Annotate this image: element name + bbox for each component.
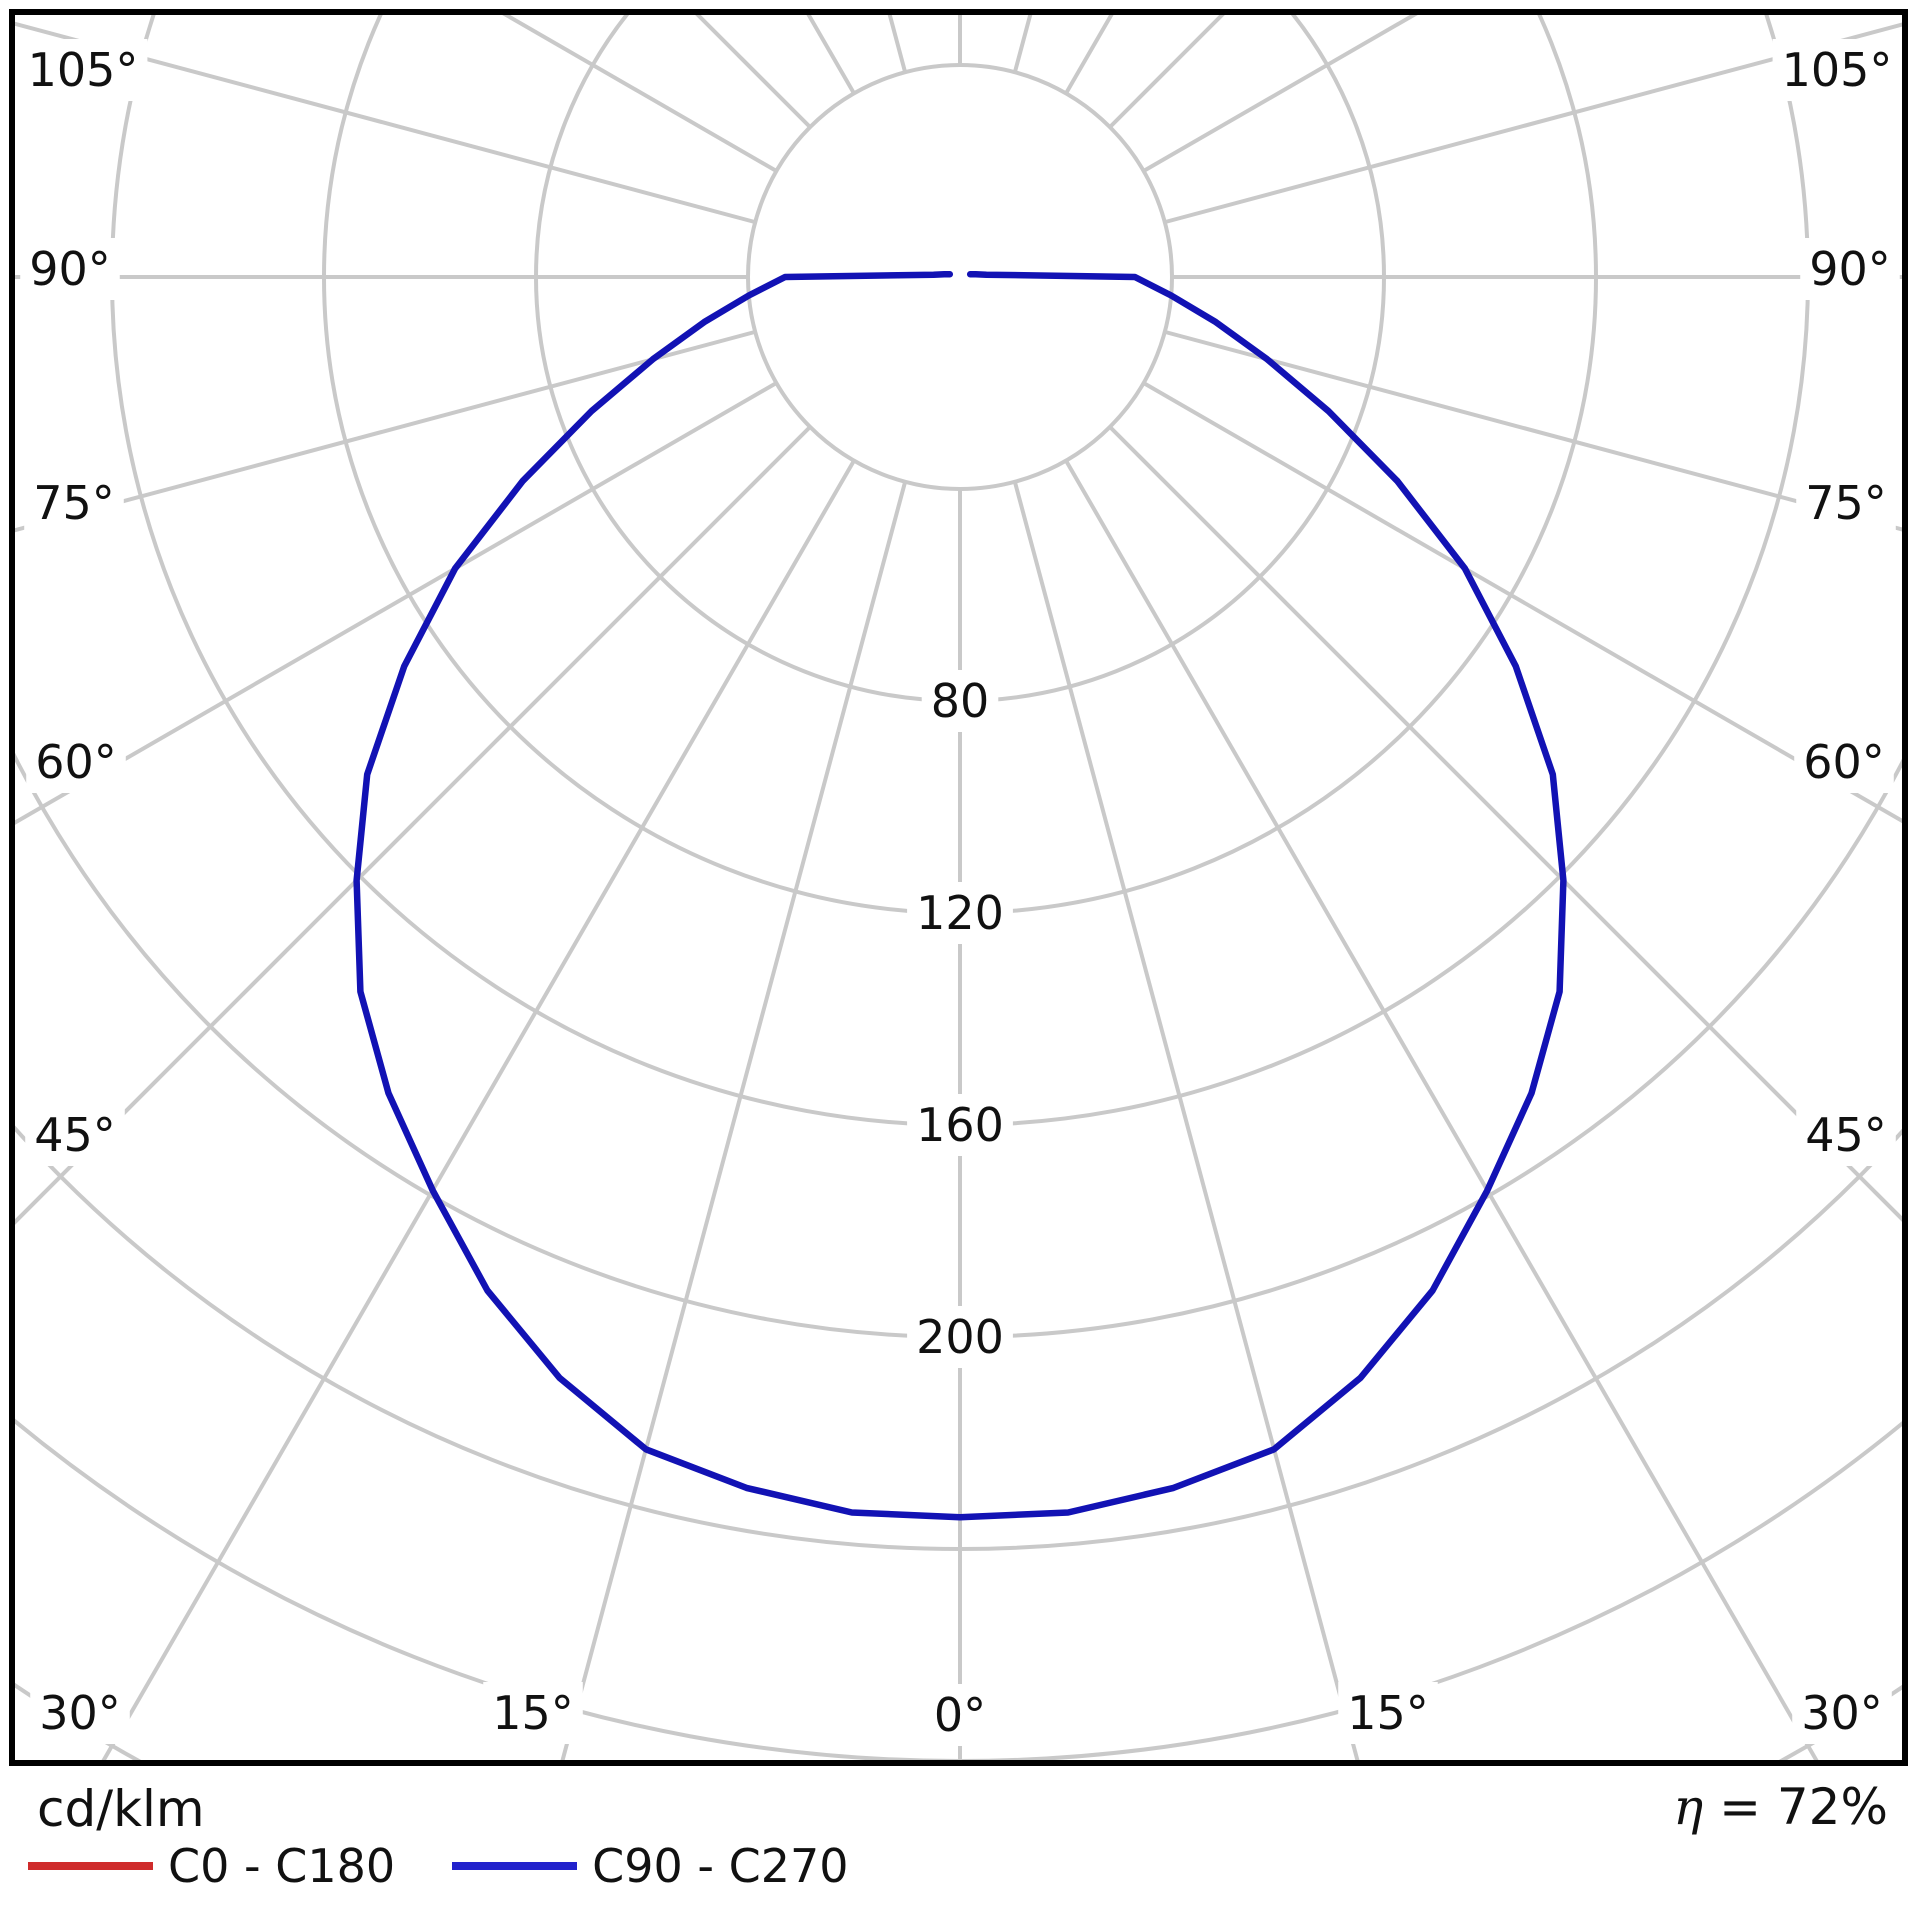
grid-spoke-60 (1143, 381, 1902, 824)
eta-value: = 72% (1703, 1778, 1888, 1836)
angle-label-14-105deg: 105° (1782, 43, 1893, 97)
angle-label-11-60deg: 60° (1803, 735, 1885, 789)
eta-symbol: η (1673, 1778, 1704, 1836)
angle-label-3-60deg-bg (26, 731, 126, 793)
radial-label-120: 120 (916, 886, 1004, 940)
legend-item-C0-C180: C0 - C180 (28, 1843, 395, 1889)
angle-label-13-90deg: 90° (1809, 242, 1891, 296)
tick-labels: 80 120 160 200 105° 90° 75° 60° 45° 30° 15° 0° 15° 30… (18, 39, 1902, 1746)
grid-spoke-345 (560, 482, 907, 1760)
radial-label-80-bg (921, 670, 999, 732)
intensity-curves (353, 270, 1567, 1521)
legend-swatch-0 (28, 1862, 153, 1870)
angle-label-9-30deg: 30° (1801, 1686, 1883, 1740)
angle-label-6-15deg: 15° (492, 1686, 574, 1740)
radial-label-200: 200 (916, 1310, 1004, 1364)
radial-label-160-bg (907, 1094, 1013, 1156)
angle-label-9-30deg-bg (1792, 1682, 1892, 1744)
legend-item-C90-C270: C90 - C270 (452, 1839, 849, 1893)
grid-spoke-330 (101, 460, 856, 1760)
plot-border (9, 9, 1908, 1766)
grid-spoke-75 (1165, 330, 1902, 532)
angle-label-4-45deg-bg (25, 1104, 125, 1166)
legend-swatch-1 (452, 1862, 578, 1870)
grid-spoke-30 (1064, 460, 1819, 1760)
angle-label-8-15deg: 15° (1347, 1686, 1429, 1740)
unit-label: cd/klm (37, 1780, 205, 1838)
angle-label-1-90deg-bg (20, 238, 120, 300)
angle-label-10-45deg: 45° (1805, 1108, 1887, 1162)
radial-label-80: 80 (931, 674, 990, 728)
legend-label-0: C0 - C180 (168, 1839, 396, 1893)
angle-label-12-75deg: 75° (1805, 476, 1887, 530)
grid-spoke-15 (1013, 482, 1360, 1760)
legend-label-1: C90 - C270 (592, 1839, 849, 1893)
radial-label-160: 160 (916, 1098, 1004, 1152)
angle-label-5-30deg: 30° (39, 1686, 121, 1740)
grid-spoke-105 (1165, 22, 1902, 224)
angle-label-12-75deg-bg (1796, 472, 1896, 534)
grid-spoke-300 (15, 381, 777, 825)
angle-label-11-60deg-bg (1794, 731, 1894, 793)
angle-label-0-105deg: 105° (28, 43, 139, 97)
angle-label-4-45deg: 45° (34, 1108, 116, 1162)
angle-label-10-45deg-bg (1796, 1104, 1896, 1166)
angle-label-2-75deg: 75° (33, 476, 115, 530)
angle-label-8-15deg-bg (1338, 1682, 1438, 1744)
grid-circle-40 (746, 63, 1174, 491)
legend: C0 - C180 C90 - C270 (28, 1843, 849, 1889)
efficiency-label: η = 72% (1673, 1782, 1888, 1832)
angle-label-13-90deg-bg (1800, 238, 1900, 300)
grid-spoke-255 (15, 21, 755, 224)
grid-spoke-285 (15, 330, 755, 533)
angle-label-7-0deg-bg (924, 1684, 996, 1746)
angle-label-5-30deg-bg (30, 1682, 130, 1744)
radial-label-200-bg (907, 1306, 1013, 1368)
angle-label-6-15deg-bg (483, 1682, 583, 1744)
curve-c90-c270 (353, 270, 1567, 1521)
angle-label-7-0deg: 0° (934, 1688, 986, 1742)
angle-label-3-60deg: 60° (35, 735, 117, 789)
angle-label-1-90deg: 90° (29, 242, 111, 296)
angle-label-14-105deg-bg (1772, 39, 1902, 101)
angle-label-2-75deg-bg (24, 472, 124, 534)
angle-label-0-105deg-bg (18, 39, 148, 101)
radial-label-120-bg (907, 882, 1013, 944)
